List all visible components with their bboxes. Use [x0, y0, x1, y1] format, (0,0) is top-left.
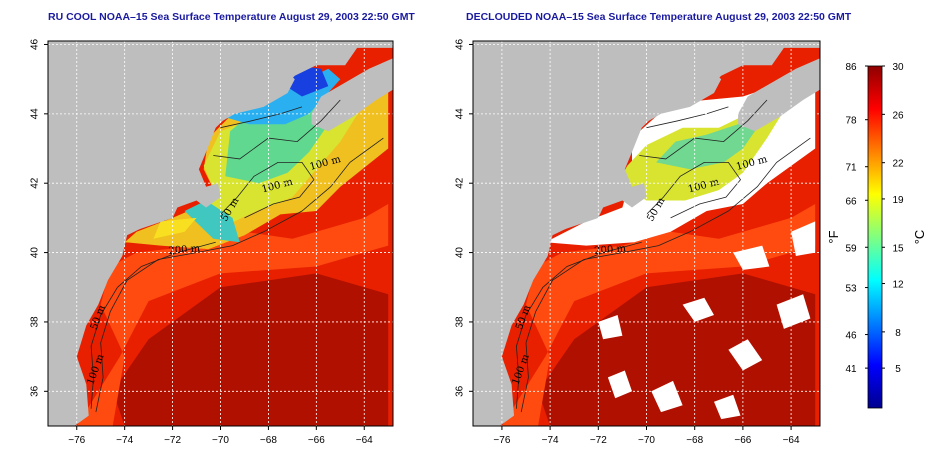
depth-contour — [213, 99, 341, 160]
y-tick-label: 46 — [30, 38, 41, 50]
y-tick-label: 46 — [455, 38, 466, 50]
celsius-tick-label: 15 — [892, 243, 904, 254]
fahrenheit-tick-label: 71 — [845, 163, 857, 174]
land-area — [48, 41, 393, 426]
celsius-unit: °C — [912, 230, 927, 245]
left-map-title: RU COOL NOAA–15 Sea Surface Temperature … — [48, 11, 415, 23]
x-tick-label: −64 — [783, 435, 800, 446]
depth-contour — [220, 106, 303, 129]
depth-contour-label: 200 m — [168, 243, 201, 257]
y-tick-label: 40 — [30, 247, 41, 259]
y-tick-label: 44 — [30, 108, 41, 120]
depth-contour — [639, 99, 768, 160]
fahrenheit-tick-label: 46 — [845, 331, 857, 342]
shelf-slope-water — [76, 204, 389, 426]
celsius-tick-label: 26 — [892, 110, 904, 121]
fahrenheit-tick-label: 78 — [845, 116, 857, 127]
depth-contour — [646, 106, 729, 129]
fahrenheit-tick-label: 53 — [845, 284, 857, 295]
celsius-tick-label: 5 — [895, 364, 901, 375]
depth-contour — [90, 241, 216, 409]
fahrenheit-unit: °F — [826, 230, 841, 243]
fahrenheit-tick-label: 86 — [845, 62, 857, 73]
cloud-patch — [791, 221, 816, 256]
y-tick-label: 36 — [455, 385, 466, 397]
cool-shelf-patch — [184, 200, 240, 243]
x-tick-label: −68 — [260, 435, 277, 446]
colorbar-gradient — [867, 65, 883, 409]
x-tick-label: −70 — [212, 435, 229, 446]
x-tick-label: −68 — [686, 435, 703, 446]
fahrenheit-tick-label: 59 — [845, 243, 857, 254]
fahrenheit-tick-label: 66 — [845, 196, 857, 207]
warm-shelf-patch — [153, 217, 197, 239]
cloud-patch — [598, 315, 623, 340]
cloud-patch — [651, 380, 683, 413]
nova-scotia-land — [738, 58, 820, 132]
depth-contour — [515, 241, 642, 409]
right-map-title: DECLOUDED NOAA–15 Sea Surface Temperatur… — [466, 11, 852, 23]
fahrenheit-tick-label: 41 — [845, 364, 857, 375]
x-tick-label: −72 — [590, 435, 607, 446]
depth-contour — [646, 161, 742, 219]
x-tick-label: −74 — [542, 435, 559, 446]
y-tick-label: 44 — [455, 108, 466, 120]
y-tick-label: 40 — [455, 247, 466, 259]
cool-maine-water — [656, 120, 763, 170]
cloud-patch — [776, 294, 811, 329]
shelf-slope-water — [501, 204, 816, 426]
x-tick-label: −72 — [164, 435, 181, 446]
celsius-tick-label: 8 — [895, 328, 901, 339]
y-tick-label: 42 — [30, 177, 41, 189]
cloud-patch — [733, 245, 770, 270]
x-tick-label: −74 — [116, 435, 133, 446]
y-tick-label: 36 — [30, 385, 41, 397]
x-tick-label: −66 — [734, 435, 751, 446]
x-tick-label: −76 — [68, 435, 85, 446]
x-tick-label: −66 — [308, 435, 325, 446]
celsius-tick-label: 30 — [892, 62, 904, 73]
land-area — [473, 41, 820, 426]
celsius-tick-label: 22 — [892, 159, 904, 170]
x-tick-label: −70 — [638, 435, 655, 446]
long-island-land — [550, 216, 604, 232]
cloud-patch — [714, 394, 741, 420]
warm-core-water — [538, 273, 816, 426]
nova-scotia-land — [311, 58, 393, 132]
depth-contour-label: 200 m — [594, 243, 627, 257]
temperature-colorbar: 30 26 22 19 15 12 8 5 86 78 71 66 59 53 46 41 °F °C — [826, 62, 927, 409]
long-island-land — [124, 216, 178, 232]
depth-contour — [220, 161, 315, 219]
cloud-patch — [682, 297, 714, 322]
x-tick-label: −64 — [356, 435, 373, 446]
y-tick-label: 42 — [455, 177, 466, 189]
cloud-patch — [728, 339, 763, 371]
x-tick-label: −76 — [493, 435, 510, 446]
celsius-tick-label: 12 — [892, 280, 904, 291]
y-tick-label: 38 — [30, 316, 41, 328]
warm-core-water — [112, 273, 389, 426]
celsius-tick-label: 19 — [892, 195, 904, 206]
y-tick-label: 38 — [455, 316, 466, 328]
